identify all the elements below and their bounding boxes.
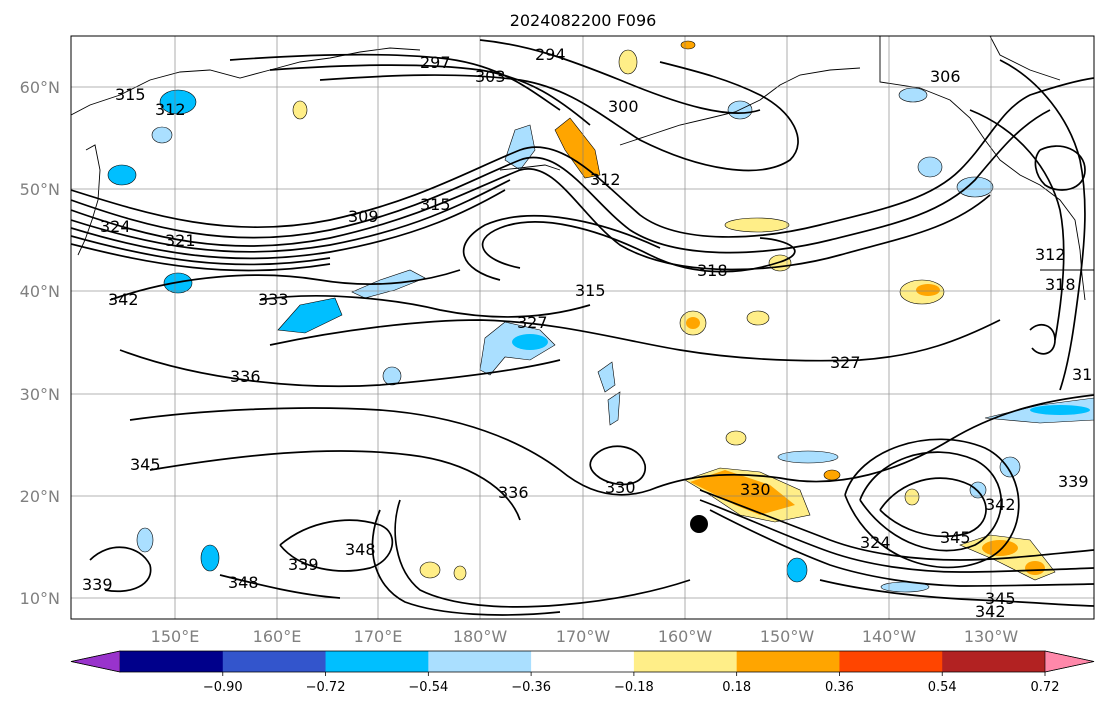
colorbar-frame [70, 650, 1095, 673]
contour-label: 345 [940, 528, 971, 547]
contour-label: 312 [590, 170, 621, 189]
contour-label: 324 [860, 533, 891, 552]
contour-label: 330 [605, 478, 636, 497]
figure-title: 2024082200 F096 [510, 11, 657, 30]
contour-label: 315 [1072, 365, 1103, 384]
contour-label: 300 [608, 97, 639, 116]
lon-label: 150°W [760, 627, 815, 646]
colorbar-tick-label: −0.90 [203, 680, 243, 695]
contour-label: 336 [230, 367, 261, 386]
contour-label: 294 [535, 45, 566, 64]
lon-labels: 150°E 160°E 170°E 180°W 170°W 160°W 150°… [151, 627, 1019, 646]
lon-label: 170°W [556, 627, 611, 646]
colorbar-segment [531, 651, 635, 672]
lon-label: 170°E [354, 627, 403, 646]
contour-label: 333 [258, 290, 289, 309]
lon-label: 150°E [151, 627, 200, 646]
contour-label: 303 [475, 67, 506, 86]
contour-label: 306 [930, 67, 961, 86]
contour-label: 342 [108, 290, 139, 309]
contour-label: 336 [498, 483, 529, 502]
contour-label: 315 [575, 281, 606, 300]
contour-label: 324 [100, 217, 131, 236]
colorbar-segment [428, 651, 532, 672]
lat-label: 10°N [20, 589, 60, 608]
lat-label: 50°N [20, 180, 60, 199]
contour-label: 309 [348, 207, 379, 226]
colorbar-segment [633, 651, 738, 672]
contour-label: 339 [288, 555, 319, 574]
contour-label: 339 [82, 575, 113, 594]
contour-label: 312 [1035, 245, 1066, 264]
lat-label: 20°N [20, 487, 60, 506]
contour-label: 315 [115, 85, 146, 104]
map-frame [70, 35, 1095, 620]
colorbar-tick-label: 0.36 [825, 680, 854, 695]
contour-label: 327 [517, 313, 548, 332]
lon-label: 140°W [862, 627, 917, 646]
contour-label: 345 [985, 589, 1016, 608]
colorbar-segment [120, 651, 224, 672]
shaded-fields [107, 40, 1094, 593]
coastlines [71, 36, 1094, 301]
contour-lines [71, 39, 1094, 616]
colorbar-segment [839, 651, 943, 672]
lat-labels: 60°N 50°N 40°N 30°N 20°N 10°N [20, 78, 60, 608]
contour-label: 330 [740, 480, 771, 499]
colorbar-segment [942, 651, 1046, 672]
lon-label: 160°W [658, 627, 713, 646]
contour-label: 318 [1045, 275, 1076, 294]
contour-label: 339 [1058, 472, 1089, 491]
contour-labels: 315 312 297 294 303 300 306 312 309 315 … [82, 45, 1103, 621]
colorbar-extend-low [70, 650, 121, 673]
contour-label: 345 [130, 455, 161, 474]
colorbar-tick-label: 0.18 [722, 680, 751, 695]
colorbar-tick-label: −0.36 [511, 680, 551, 695]
graticule [71, 36, 1094, 619]
contour-label: 342 [975, 602, 1006, 621]
contour-label: 312 [155, 100, 186, 119]
map-content: 315 312 297 294 303 300 306 312 309 315 … [71, 36, 1103, 621]
colorbar-segment [736, 651, 840, 672]
marker-dot [690, 515, 708, 533]
colorbar-segment [222, 651, 327, 672]
lat-label: 60°N [20, 78, 60, 97]
colorbar-tick-label: 0.54 [928, 680, 957, 695]
contour-label: 315 [420, 195, 451, 214]
colorbar-tick-label: 0.72 [1031, 680, 1060, 695]
lon-label: 160°E [253, 627, 302, 646]
colorbar-tick-label: −0.18 [614, 680, 654, 695]
contour-label: 297 [420, 53, 451, 72]
colorbar-tick-label: −0.72 [306, 680, 346, 695]
colorbar: −0.90 −0.72 −0.54 −0.36 −0.18 0.18 0.36 0.54 0.7… [70, 650, 1095, 695]
lon-label: 130°W [964, 627, 1019, 646]
colorbar-segment [325, 651, 429, 672]
lat-label: 40°N [20, 282, 60, 301]
colorbar-extend-high [1044, 650, 1095, 673]
contour-label: 342 [985, 495, 1016, 514]
contour-label: 348 [228, 573, 259, 592]
contour-label: 321 [165, 231, 196, 250]
lon-label: 180°W [453, 627, 508, 646]
contour-label: 327 [830, 353, 861, 372]
colorbar-tick-label: −0.54 [408, 680, 448, 695]
lat-label: 30°N [20, 385, 60, 404]
contour-label: 318 [697, 261, 728, 280]
contour-label: 348 [345, 540, 376, 559]
